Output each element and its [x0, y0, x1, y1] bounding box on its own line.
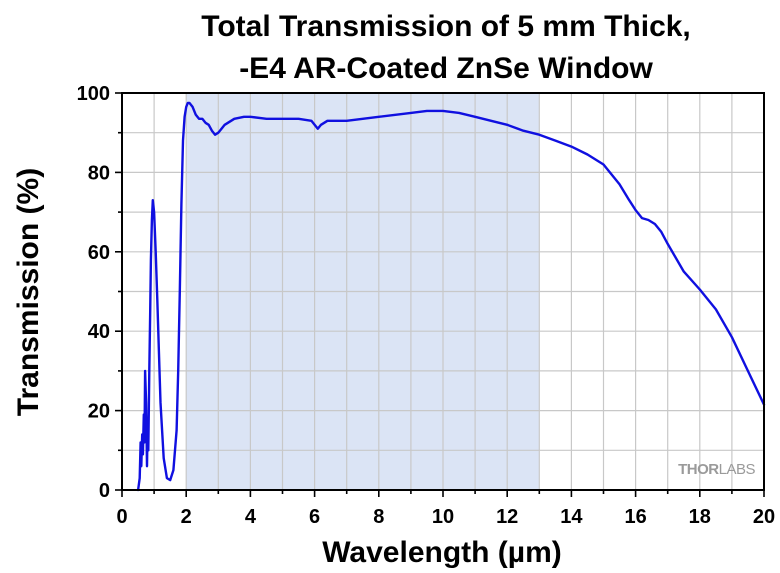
x-tick-label: 10: [432, 506, 454, 528]
x-tick-label: 4: [245, 506, 257, 528]
svg-text:THORLABS: THORLABS: [678, 461, 755, 478]
chart-title-line-2: -E4 AR-Coated ZnSe Window: [239, 52, 653, 85]
y-tick-label: 20: [88, 401, 110, 423]
brand-prefix: THOR: [678, 461, 719, 478]
x-tick-label: 12: [496, 506, 518, 528]
y-tick-label: 100: [77, 83, 110, 105]
y-tick-label: 0: [99, 480, 110, 502]
x-tick-label: 14: [560, 506, 583, 528]
y-tick-label: 60: [88, 242, 110, 264]
y-axis-label: Transmission (%): [12, 168, 45, 416]
x-tick-label: 18: [689, 506, 711, 528]
x-tick-label: 2: [181, 506, 192, 528]
x-tick-label: 16: [624, 506, 646, 528]
grid-lines: [122, 93, 764, 490]
x-tick-label: 0: [116, 506, 127, 528]
series-layer: [136, 101, 766, 492]
x-axis-label: Wavelength (µm): [322, 536, 562, 569]
y-tick-label: 80: [88, 162, 110, 184]
x-tick-label: 6: [309, 506, 320, 528]
x-tick-label: 8: [373, 506, 384, 528]
x-tick-label: 20: [753, 506, 775, 528]
brand-suffix: LABS: [719, 461, 756, 478]
tick-labels: 0 2 4 6 8 10 12 14 16 18 20 0 20 40 60 80 100: [77, 83, 776, 528]
y-tick-label: 40: [88, 321, 110, 343]
chart-title-line-1: Total Transmission of 5 mm Thick,: [201, 10, 691, 43]
series-line: [136, 101, 766, 492]
brand-watermark: THORLABS: [678, 461, 756, 478]
ticks: [115, 92, 765, 497]
